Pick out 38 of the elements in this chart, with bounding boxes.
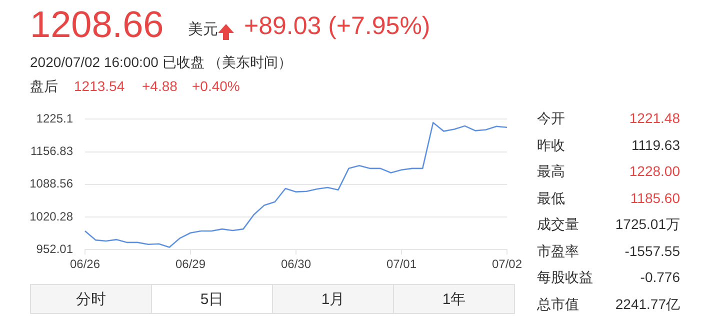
text: -0.776 xyxy=(640,269,680,285)
y-tick-label: 1088.56 xyxy=(30,176,74,191)
text: 1213.54 xyxy=(74,78,125,94)
text: 1月 xyxy=(272,284,394,314)
text: 1年 xyxy=(393,284,515,314)
text: 最低 xyxy=(537,190,565,208)
text: 2020/07/02 16:00:00 已收盘 （美东时间） xyxy=(30,54,292,72)
y-tick-label: 1156.83 xyxy=(30,144,74,158)
text: -1557.55 xyxy=(624,242,680,258)
y-tick-label: 952.01 xyxy=(36,242,74,256)
x-tick-label: 07/01 xyxy=(386,257,417,272)
text: 分时 xyxy=(30,284,152,314)
text: 盘后 xyxy=(30,78,58,96)
text: 2241.77亿 xyxy=(615,296,680,314)
y-tick-label: 1225.1 xyxy=(36,112,74,126)
text: 1221.48 xyxy=(629,110,680,126)
text: +0.40% xyxy=(192,78,240,94)
text: 1119.63 xyxy=(631,136,680,152)
text: 昨收 xyxy=(537,136,565,154)
text: 市盈率 xyxy=(537,242,579,260)
x-tick-label: 07/02 xyxy=(492,257,522,272)
text: 1228.00 xyxy=(629,163,680,179)
text: +4.88 xyxy=(142,78,178,94)
text: 1208.66 xyxy=(30,4,164,46)
text: 每股收益 xyxy=(537,269,593,287)
text: 美元 xyxy=(188,20,218,39)
text: 1725.01万 xyxy=(615,216,680,234)
text: +89.03 (+7.95%) xyxy=(244,12,430,41)
text: 今开 xyxy=(537,110,565,128)
x-tick-label: 06/29 xyxy=(175,257,206,272)
text: 总市值 xyxy=(537,296,579,314)
x-tick-label: 06/30 xyxy=(280,257,312,272)
text: 最高 xyxy=(537,163,565,181)
x-tick-label: 06/26 xyxy=(70,257,100,272)
y-tick-label: 1020.28 xyxy=(30,209,74,224)
text: 1185.60 xyxy=(630,190,680,206)
text: 5日 xyxy=(151,284,273,314)
text: 成交量 xyxy=(537,216,579,234)
